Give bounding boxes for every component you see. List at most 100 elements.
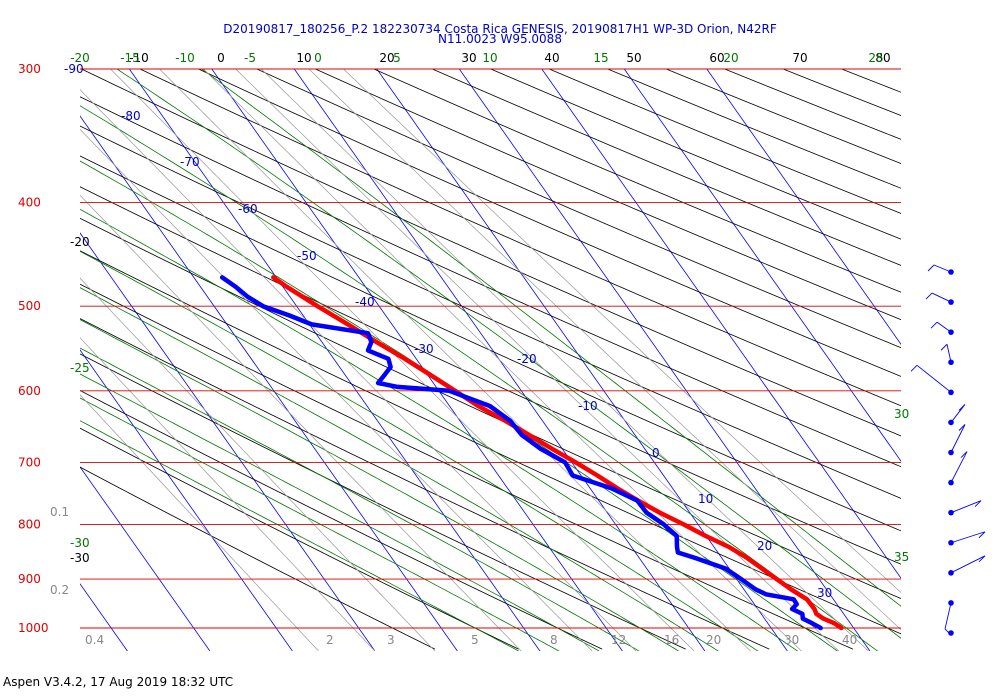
isotherm-label: -20: [517, 352, 537, 366]
dewpoint-trace: [219, 275, 823, 631]
dry-adiabat-line: [80, 353, 686, 650]
wind-barb-station-dot: [948, 269, 954, 275]
moist-adiabat-label: 0: [314, 51, 322, 65]
isotherm-label: -30: [414, 342, 434, 356]
mixing-ratio-label: 0.4: [85, 633, 104, 647]
pressure-tick-label: 700: [18, 455, 41, 469]
moist-adiabat-line: [80, 347, 640, 651]
mixing-ratio-line: [159, 69, 751, 651]
isotherm-label: 20: [757, 539, 772, 553]
dry-adiabat-label: -30: [70, 551, 90, 565]
temperature-tick-label: 50: [626, 51, 641, 65]
moist-adiabat-label: 5: [393, 51, 401, 65]
wind-barb-flag: [958, 404, 966, 411]
wind-barb-station-dot: [948, 389, 954, 396]
dry-adiabat-line: [80, 318, 770, 650]
moist-adiabat-line: [80, 397, 560, 651]
mixing-ratio-label: 0.1: [50, 505, 69, 519]
mixing-ratio-label: 30: [784, 633, 799, 647]
wind-barb-flag: [974, 500, 982, 507]
moist-adiabat-label: -20: [70, 51, 90, 65]
moist-adiabat-label: -30: [70, 536, 90, 550]
mixing-ratio-line: [80, 128, 593, 651]
pressure-tick-label: 600: [18, 384, 41, 398]
pressure-tick-label: 1000: [18, 621, 49, 635]
moist-adiabat-label: 25: [868, 51, 883, 65]
mixing-ratio-label: 3: [387, 633, 395, 647]
isotherm-line: [128, 69, 541, 651]
temperature-tick-label: -10: [129, 51, 149, 65]
wind-barb-shaft: [950, 404, 966, 423]
dry-adiabat-line: [80, 155, 901, 532]
isotherm-label: 0: [652, 446, 660, 460]
temperature-tick-label: 10: [296, 51, 311, 65]
isotherm-label: -40: [355, 295, 375, 309]
moist-adiabat-label: 20: [723, 51, 738, 65]
moist-adiabat-label: -5: [244, 51, 256, 65]
dry-adiabat-line: [80, 217, 901, 599]
moist-adiabat-label: 10: [482, 51, 497, 65]
wind-barb-station-dot: [948, 600, 954, 606]
pressure-levels: [80, 68, 901, 629]
dry-adiabat-line: [256, 69, 901, 349]
wind-barb-shaft: [944, 602, 952, 630]
dry-adiabat-line: [80, 283, 853, 650]
isotherm-line: [706, 69, 901, 345]
temperature-tick-label: 20: [379, 51, 394, 65]
wind-barb-flag: [930, 321, 938, 329]
dry-adiabat-line: [139, 69, 901, 407]
isotherm-label: -50: [297, 249, 317, 263]
isotherm-line: [80, 232, 376, 651]
mixing-ratio-label: 16: [664, 633, 679, 647]
pressure-tick-label: 300: [18, 62, 41, 76]
dry-adiabat-label: -20: [70, 235, 90, 249]
temperature-tick-label: 30: [461, 51, 476, 65]
isotherm-label: -10: [578, 399, 598, 413]
wind-barb-station-dot: [948, 329, 954, 335]
wind-barb-shaft: [931, 292, 952, 303]
moist-adiabat-line: [80, 208, 799, 651]
wind-barb-shaft: [916, 364, 952, 393]
wind-barb-flag: [978, 531, 986, 539]
mixing-ratio-line: [235, 69, 840, 651]
isotherm-label: 10: [698, 492, 713, 506]
wind-barb-shaft: [950, 555, 986, 574]
dry-adiabat-line: [80, 186, 901, 565]
mixing-ratio-label: 12: [611, 633, 626, 647]
mixing-ratio-label: 2: [326, 633, 334, 647]
wind-barb-station-dot: [948, 509, 954, 516]
pressure-tick-label: 900: [18, 572, 41, 586]
moist-adiabat-label: 15: [593, 51, 608, 65]
wind-barb-station-dot: [948, 359, 954, 366]
dry-adiabat-line: [81, 69, 901, 437]
dry-adiabat-line: [607, 69, 901, 189]
mixing-ratio-line: [80, 337, 376, 651]
moist-adiabat-line: [201, 69, 901, 607]
dry-adiabat-line: [490, 69, 901, 240]
dry-adiabat-line: [198, 69, 901, 377]
wind-barb-shaft: [950, 500, 982, 514]
moist-adiabat-label: -25: [70, 361, 90, 375]
mixing-ratio-line: [260, 69, 869, 651]
wind-barb-station-dot: [948, 419, 954, 426]
pressure-tick-label: 800: [18, 517, 41, 531]
dry-adiabat-line: [431, 69, 901, 266]
dry-adiabat-line: [724, 69, 901, 140]
mixing-ratio-label: 8: [550, 633, 558, 647]
dry-adiabat-line: [315, 69, 901, 321]
wind-barb-shaft: [933, 264, 952, 273]
background-grid: [80, 69, 901, 651]
wind-barb-shaft: [950, 451, 968, 483]
wind-barb-flag: [940, 343, 948, 351]
isotherm-line: [541, 69, 901, 579]
wind-barb-flag: [958, 424, 966, 431]
wind-barb-shaft: [950, 424, 966, 453]
moist-adiabat-line: [116, 69, 901, 639]
mixing-ratio-line: [80, 277, 436, 651]
moist-adiabat-label: 30: [894, 407, 909, 421]
isotherm-line: [211, 69, 623, 651]
moist-adiabat-line: [80, 250, 759, 651]
temperature-tick-label: 60: [709, 51, 724, 65]
temperature-tick-label: 80: [875, 51, 890, 65]
